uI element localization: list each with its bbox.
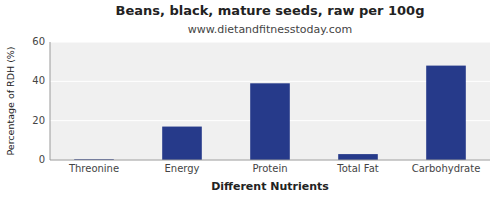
x-tick-label: Protein <box>252 163 287 174</box>
bar <box>250 83 290 160</box>
bar <box>426 66 466 160</box>
grid-line <box>50 42 490 43</box>
title: Beans, black, mature seeds, raw per 100g <box>116 3 425 18</box>
x-tick-label: Carbohydrate <box>412 163 481 174</box>
grid-line <box>50 160 490 161</box>
subtitle: www.dietandfitnesstoday.com <box>188 23 352 36</box>
y-axis-label: Percentage of RDH (%) <box>5 46 16 155</box>
bar <box>338 154 378 160</box>
x-axis-label: Different Nutrients <box>211 180 329 193</box>
bars <box>74 66 466 160</box>
y-tick-label: 20 <box>32 115 45 126</box>
x-tick-label: Total Fat <box>336 163 378 174</box>
x-tick-label: Energy <box>164 163 199 174</box>
plot-background <box>50 42 490 160</box>
chart-container: 0 20 40 60 Threonine Energy Protein Total Fat Ca… <box>0 0 500 200</box>
bar <box>162 127 202 160</box>
y-tick-label: 60 <box>32 36 45 47</box>
y-tick-label: 40 <box>32 75 45 86</box>
x-axis-line <box>50 160 490 161</box>
y-tick-label: 0 <box>39 154 45 165</box>
y-axis-line <box>50 42 51 160</box>
chart-svg: 0 20 40 60 Threonine Energy Protein Total Fat Ca… <box>0 0 500 200</box>
grid-line <box>50 81 490 82</box>
x-tick-label: Threonine <box>68 163 119 174</box>
